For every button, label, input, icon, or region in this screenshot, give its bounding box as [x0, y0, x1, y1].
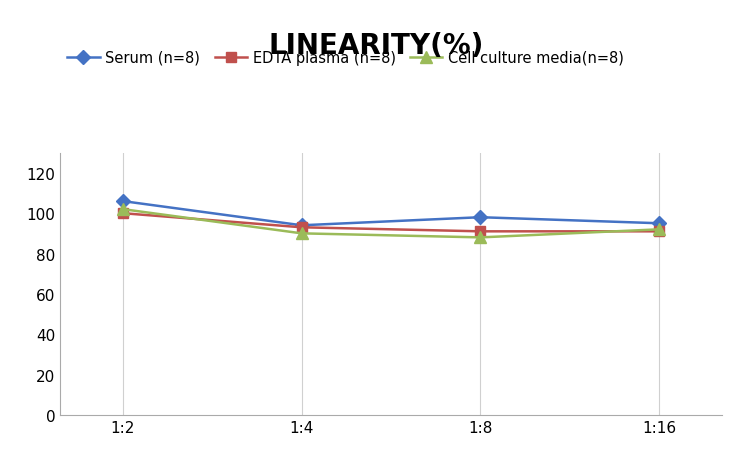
Serum (n=8)	[118, 199, 127, 204]
Serum (n=8)	[297, 223, 306, 229]
Line: Cell culture media(n=8): Cell culture media(n=8)	[117, 204, 665, 244]
Line: Serum (n=8): Serum (n=8)	[118, 197, 664, 230]
EDTA plasma (n=8)	[297, 225, 306, 230]
Cell culture media(n=8)	[297, 231, 306, 236]
EDTA plasma (n=8)	[655, 229, 664, 235]
Legend: Serum (n=8), EDTA plasma (n=8), Cell culture media(n=8): Serum (n=8), EDTA plasma (n=8), Cell cul…	[68, 51, 624, 66]
Text: LINEARITY(%): LINEARITY(%)	[268, 32, 484, 60]
Line: EDTA plasma (n=8): EDTA plasma (n=8)	[118, 209, 664, 237]
EDTA plasma (n=8)	[476, 229, 485, 235]
Cell culture media(n=8)	[476, 235, 485, 240]
Cell culture media(n=8)	[118, 207, 127, 212]
Serum (n=8)	[655, 221, 664, 226]
Serum (n=8)	[476, 215, 485, 221]
Cell culture media(n=8)	[655, 227, 664, 233]
EDTA plasma (n=8)	[118, 211, 127, 216]
